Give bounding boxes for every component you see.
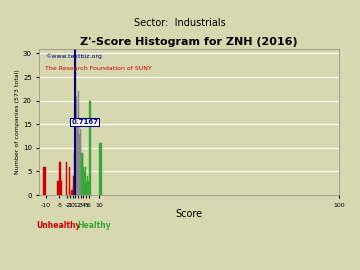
Bar <box>88 181 89 195</box>
Bar <box>89 101 91 195</box>
Title: Z'-Score Histogram for ZNH (2016): Z'-Score Histogram for ZNH (2016) <box>81 36 298 47</box>
Bar <box>83 153 84 195</box>
Text: The Research Foundation of SUNY: The Research Foundation of SUNY <box>45 66 152 71</box>
Text: 0.7167: 0.7167 <box>71 119 98 125</box>
Bar <box>76 96 77 195</box>
Bar <box>73 176 74 195</box>
Bar <box>44 167 46 195</box>
Bar <box>69 167 70 195</box>
Bar <box>81 153 82 195</box>
Bar <box>59 162 61 195</box>
Bar <box>78 91 79 195</box>
Bar <box>77 124 78 195</box>
Bar <box>75 53 76 195</box>
Bar <box>80 129 81 195</box>
Text: Unhealthy: Unhealthy <box>36 221 80 230</box>
Bar <box>84 171 85 195</box>
Bar <box>57 181 59 195</box>
Bar <box>86 181 87 195</box>
Text: ©www.textbiz.org: ©www.textbiz.org <box>45 53 102 59</box>
Bar <box>74 153 75 195</box>
Bar <box>82 153 83 195</box>
Text: Sector:  Industrials: Sector: Industrials <box>134 18 226 28</box>
Bar <box>71 190 73 195</box>
Bar <box>85 167 86 195</box>
Y-axis label: Number of companies (573 total): Number of companies (573 total) <box>15 70 20 174</box>
X-axis label: Score: Score <box>176 209 203 219</box>
Bar <box>87 176 88 195</box>
Bar <box>99 143 102 195</box>
Bar <box>66 162 67 195</box>
Text: Healthy: Healthy <box>77 221 111 230</box>
Bar <box>61 181 62 195</box>
